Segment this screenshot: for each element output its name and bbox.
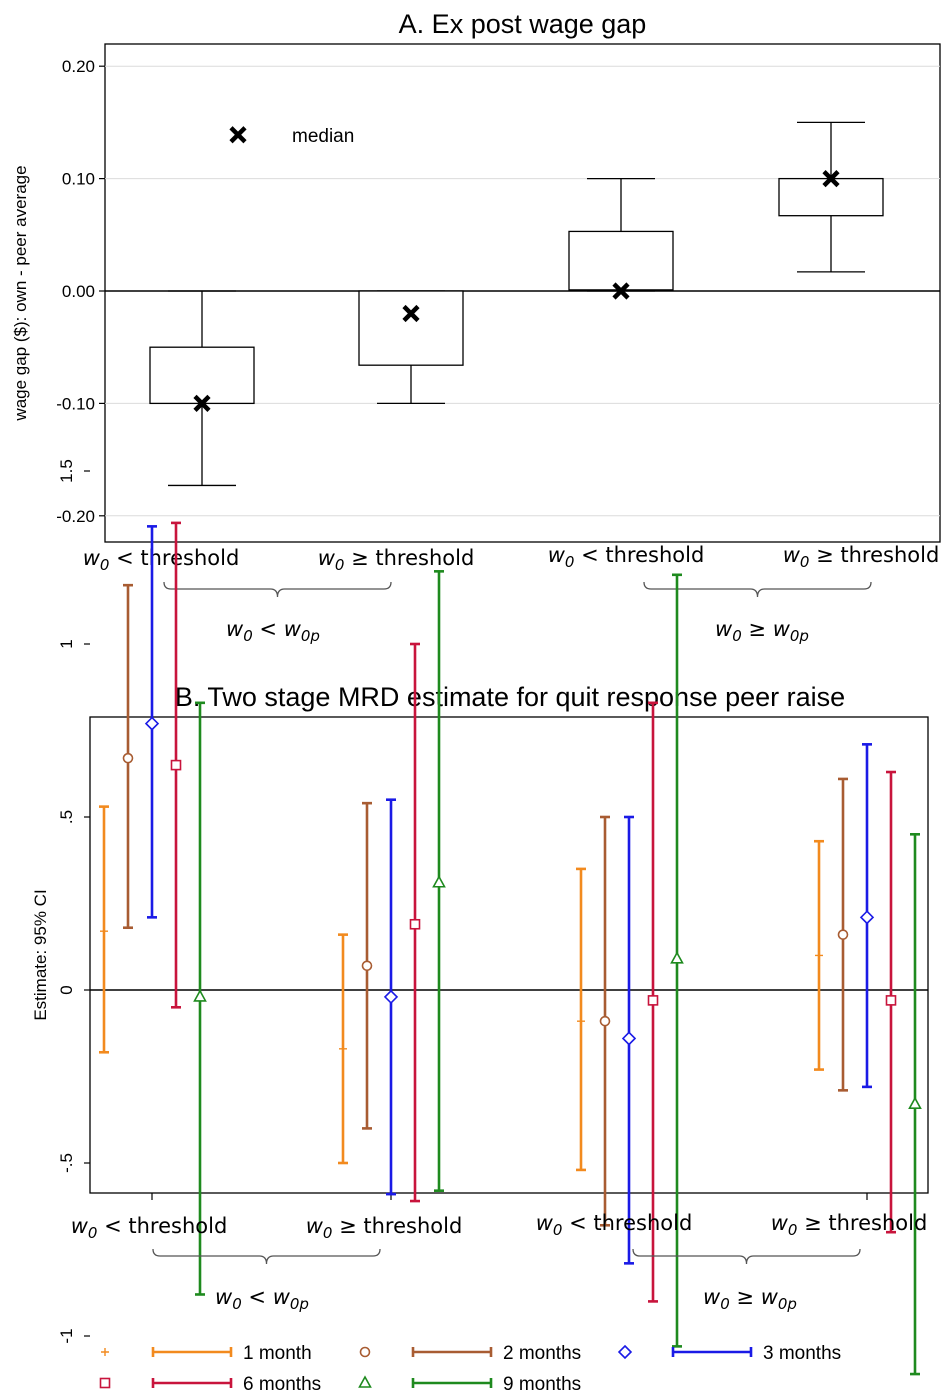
chart-title: A. Ex post wage gap: [399, 9, 647, 39]
legend-label: 2 months: [503, 1343, 581, 1364]
legend-label: 3 months: [763, 1343, 841, 1364]
estimate-marker: [361, 960, 373, 972]
estimate-marker: [647, 995, 659, 1006]
estimate-marker: [383, 989, 399, 1005]
estimate-marker: [621, 1031, 637, 1046]
estimate-marker: [815, 951, 823, 960]
group-label: w0 < w0p: [215, 1285, 309, 1313]
estimate-marker: [170, 759, 182, 771]
y-tick-label: 1.5: [57, 459, 76, 483]
legend-marker: [617, 1344, 633, 1360]
y-tick-label: 0: [57, 985, 76, 994]
box: [568, 230, 674, 291]
box: [778, 177, 884, 217]
estimate-marker: [859, 910, 875, 925]
legend-marker: [101, 1348, 109, 1356]
chart-title: B. Two stage MRD estimate for quit respo…: [175, 682, 845, 712]
category-label: w0 ≥ threshold: [318, 546, 475, 574]
estimate-marker: [577, 1017, 585, 1026]
y-tick-label: 0.20: [62, 57, 95, 76]
plot-frame: [89, 716, 929, 1194]
estimate-marker: [339, 1044, 347, 1053]
legend-label: 6 months: [243, 1374, 321, 1393]
group-label: w0 ≥ w0p: [715, 617, 809, 645]
y-tick-label: -0.10: [56, 394, 95, 413]
category-label: w0 ≥ threshold: [783, 543, 940, 571]
legend-marker: [99, 1377, 111, 1389]
panel-a: A. Ex post wage gap 0.20 0.10 0.00 -0.10 -0.2…: [11, 9, 941, 645]
estimate-marker: [599, 1015, 611, 1027]
estimate-marker: [144, 716, 160, 731]
y-axis-label: wage gap ($): own - peer average: [11, 165, 30, 421]
y-tick-label: 0.00: [62, 282, 95, 301]
category-label: w0 < threshold: [536, 1211, 693, 1239]
median-legend-marker: [229, 126, 247, 144]
group-label: w0 ≥ w0p: [703, 1285, 797, 1313]
estimate-marker: [670, 951, 684, 964]
y-tick-label: -1: [57, 1328, 76, 1343]
box: [358, 290, 464, 366]
estimate-marker: [409, 918, 421, 930]
box: [149, 346, 255, 405]
group-brace: [643, 581, 872, 598]
median-marker: [402, 304, 420, 323]
y-tick-label: -.5: [57, 1153, 76, 1173]
y-axis-label: Estimate: 95% CI: [31, 889, 50, 1020]
panel-b: B. Two stage MRD estimate for quit respo…: [31, 459, 929, 1393]
estimate-marker: [885, 995, 897, 1006]
plot-frame: [104, 43, 941, 543]
median-legend-label: median: [292, 126, 354, 147]
category-label: w0 < threshold: [548, 543, 705, 571]
legend-marker: [358, 1375, 372, 1388]
group-brace: [152, 1248, 381, 1265]
legend-label: 1 month: [243, 1343, 312, 1364]
estimate-marker: [100, 927, 108, 936]
median-marker: [822, 170, 840, 188]
median-marker: [193, 394, 211, 412]
category-label: w0 < threshold: [83, 546, 240, 574]
legend-marker: [359, 1346, 371, 1358]
y-tick-label: 0.10: [62, 170, 95, 189]
estimate-marker: [432, 875, 446, 888]
category-label: w0 < threshold: [71, 1214, 228, 1242]
estimate-marker: [837, 929, 849, 940]
estimate-marker: [193, 989, 207, 1002]
estimate-marker: [908, 1096, 922, 1109]
y-tick-label: -0.20: [56, 507, 95, 526]
category-label: w0 ≥ threshold: [771, 1211, 928, 1239]
group-brace: [163, 581, 392, 598]
category-label: w0 ≥ threshold: [306, 1214, 463, 1242]
y-tick-label: .5: [57, 810, 76, 824]
legend-label: 9 months: [503, 1374, 581, 1393]
y-tick-label: 1: [57, 639, 76, 648]
median-marker: [612, 282, 630, 300]
estimate-marker: [122, 752, 134, 764]
group-brace: [632, 1248, 861, 1265]
group-label: w0 < w0p: [226, 617, 320, 645]
